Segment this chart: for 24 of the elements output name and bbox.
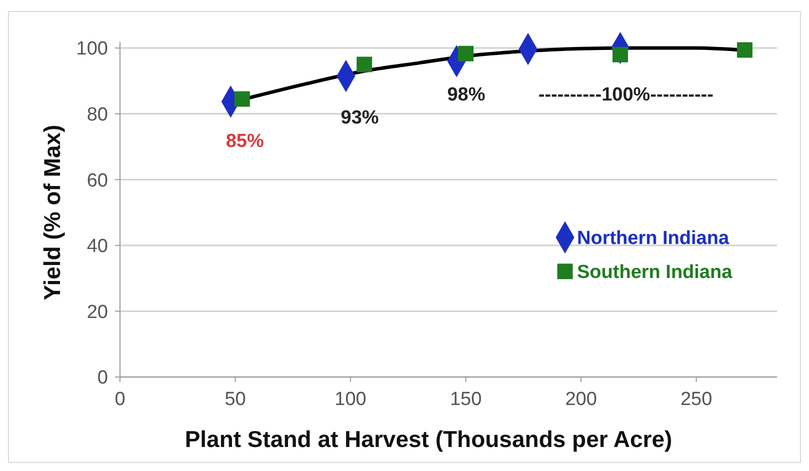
y-tick-label: 20 bbox=[86, 302, 108, 323]
annotation: 98% bbox=[447, 84, 486, 106]
point bbox=[458, 46, 474, 62]
y-tick-label: 40 bbox=[86, 236, 108, 258]
annotation: 93% bbox=[340, 108, 379, 129]
x-tick-label: 150 bbox=[450, 389, 482, 410]
annotation: ----------100%---------- bbox=[538, 84, 714, 106]
y-tick-label: 80 bbox=[86, 104, 108, 126]
y-axis-title: Yield (% of Max) bbox=[39, 124, 65, 300]
y-tick-label: 100 bbox=[76, 38, 108, 60]
x-axis-title: Plant Stand at Harvest (Thousands per Acre) bbox=[184, 426, 672, 452]
legend-label: Southern Indiana bbox=[577, 262, 733, 284]
y-tick-label: 60 bbox=[86, 170, 108, 192]
x-tick-label: 250 bbox=[680, 389, 712, 410]
point bbox=[234, 91, 250, 107]
x-tick-label: 0 bbox=[114, 389, 126, 410]
point bbox=[736, 42, 752, 58]
legend-label: Northern Indiana bbox=[577, 228, 730, 250]
x-tick-label: 200 bbox=[565, 389, 597, 410]
annotation: 85% bbox=[226, 130, 264, 152]
point bbox=[356, 56, 372, 72]
x-tick-label: 100 bbox=[334, 389, 366, 410]
y-tick-label: 0 bbox=[97, 368, 108, 389]
x-tick-label: 50 bbox=[224, 389, 246, 410]
